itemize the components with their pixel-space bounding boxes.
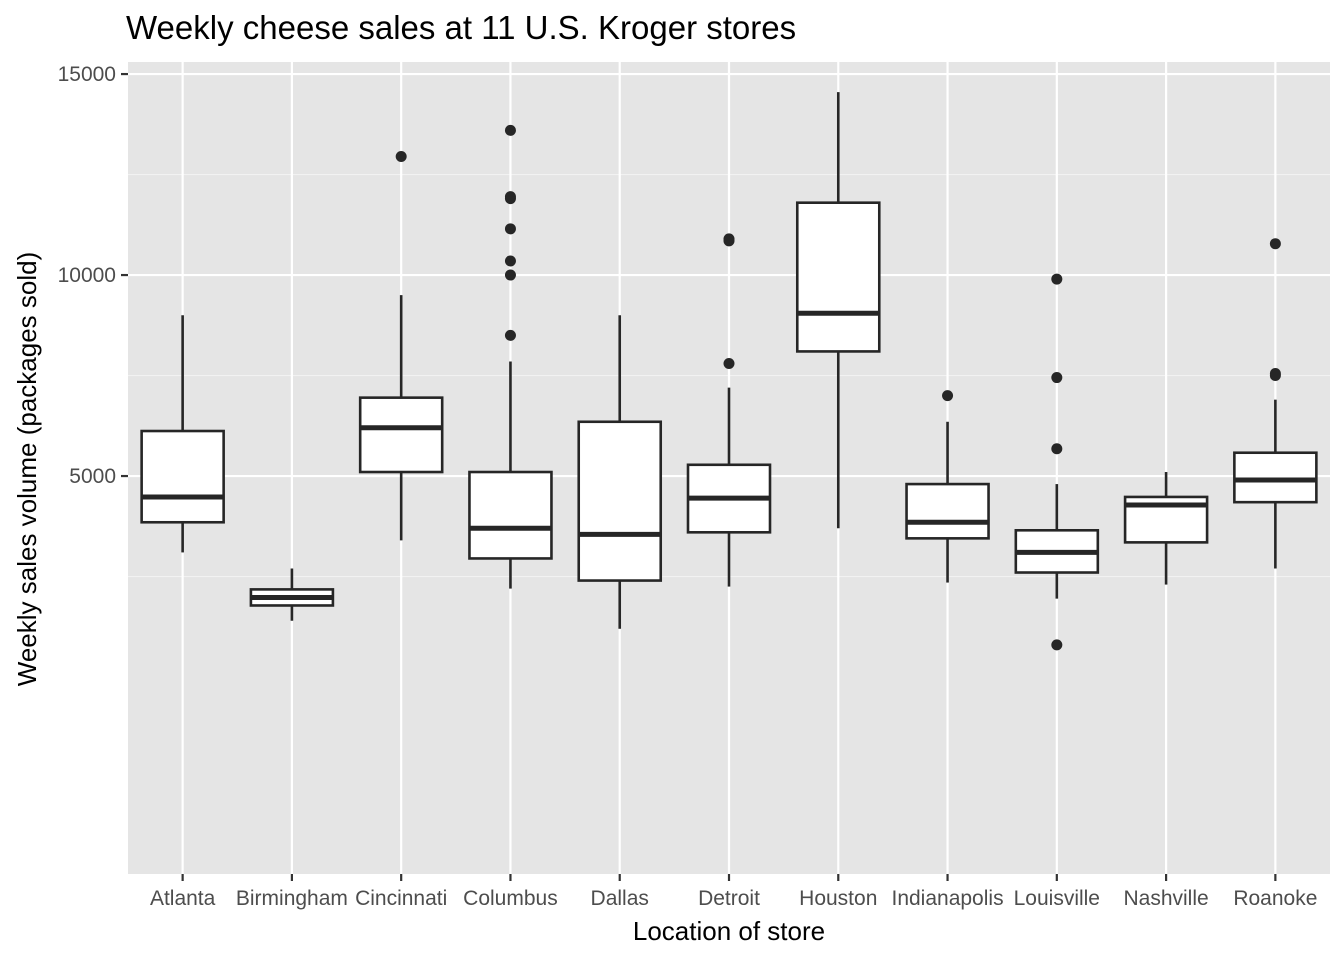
x-tick-label: Indianapolis <box>891 887 1003 910</box>
x-axis: Atlanta Birmingham Cincinnati Columbus Dalla… <box>150 874 1317 910</box>
outlier-point <box>1051 443 1063 455</box>
box-iqr <box>358 396 444 474</box>
box-nashville <box>1123 472 1209 585</box>
box-iqr <box>795 201 881 353</box>
box-birmingham <box>249 568 335 621</box>
box-iqr <box>905 482 990 540</box>
x-tick-label: Columbus <box>463 887 558 910</box>
x-tick-label: Louisville <box>1014 887 1100 910</box>
box-marks <box>140 92 1318 651</box>
box-iqr <box>1233 451 1318 504</box>
x-tick-label: Cincinnati <box>355 887 447 910</box>
box-iqr <box>140 429 225 524</box>
x-tick-label: Roanoke <box>1233 887 1317 910</box>
outlier-point <box>1269 368 1281 380</box>
outlier-point <box>1051 639 1063 651</box>
box-atlanta <box>140 315 225 553</box>
y-axis: 5000 10000 15000 <box>58 63 128 488</box>
x-tick-label: Nashville <box>1123 887 1208 910</box>
box-roanoke <box>1233 238 1318 569</box>
box-iqr <box>468 470 553 560</box>
x-tick-label: Birmingham <box>236 887 348 910</box>
chart-title: Weekly cheese sales at 11 U.S. Kroger st… <box>126 9 796 46</box>
box-louisville <box>1014 273 1100 651</box>
y-tick-label: 15000 <box>58 63 116 86</box>
x-tick-label: Dallas <box>591 887 649 910</box>
x-tick-label: Houston <box>799 887 877 910</box>
outlier-point <box>504 124 516 136</box>
x-axis-title: Location of store <box>633 916 825 946</box>
x-tick-label: Detroit <box>698 887 760 910</box>
box-columbus <box>468 124 553 589</box>
box-houston <box>795 92 881 529</box>
outlier-point <box>1269 238 1281 250</box>
outlier-point <box>942 390 954 402</box>
box-cincinnati <box>358 150 444 541</box>
outlier-point <box>1051 372 1063 384</box>
y-tick-label: 5000 <box>69 465 116 488</box>
x-tick-label: Atlanta <box>150 887 216 910</box>
y-axis-title: Weekly sales volume (packages sold) <box>12 252 42 686</box>
box-indianapolis <box>905 390 990 583</box>
outlier-point <box>1051 273 1063 285</box>
outlier-point <box>504 191 516 203</box>
box-detroit <box>686 233 772 587</box>
outlier-point <box>723 233 735 245</box>
box-iqr <box>577 420 663 582</box>
outlier-point <box>395 150 407 162</box>
outlier-point <box>504 223 516 235</box>
outlier-point <box>504 329 516 341</box>
box-dallas <box>577 315 663 629</box>
y-tick-label: 10000 <box>58 264 116 287</box>
outlier-point <box>504 255 516 267</box>
outlier-point <box>723 357 735 369</box>
outlier-point <box>504 269 516 281</box>
